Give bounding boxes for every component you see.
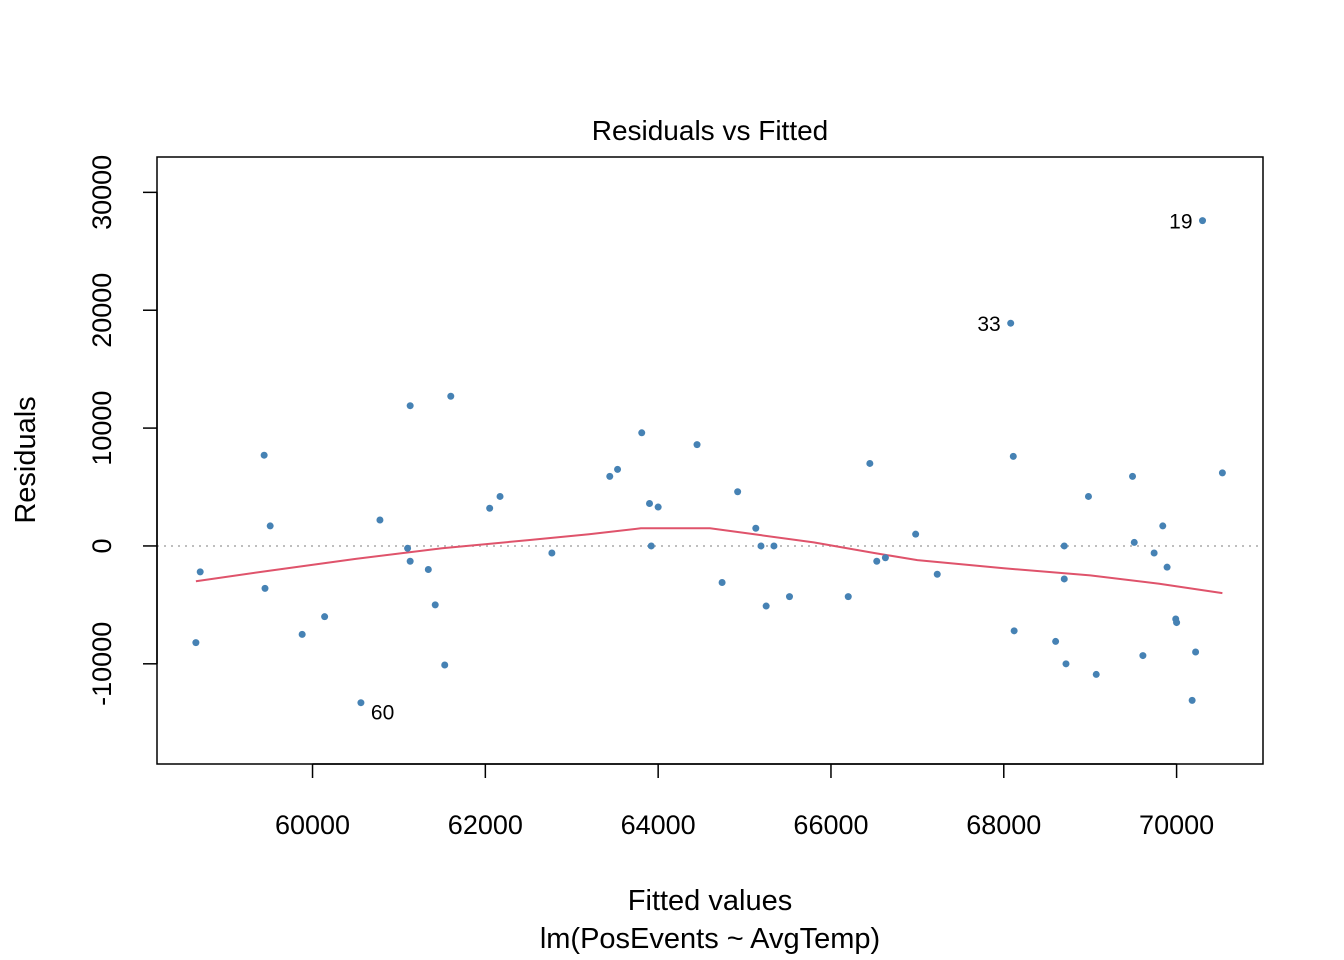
y-axis-label: Residuals	[10, 396, 42, 523]
residual-point	[933, 570, 941, 578]
smooth-line-layer	[195, 527, 1223, 595]
residual-point	[192, 639, 200, 647]
residual-point	[1129, 472, 1137, 480]
x-axis-label: Fitted values	[628, 885, 792, 917]
residual-point	[404, 544, 412, 552]
residual-point	[844, 593, 852, 601]
x-tick-label: 62000	[448, 810, 523, 840]
x-axis-subtitle: lm(PosEvents ~ AvgTemp)	[540, 923, 880, 955]
x-tick-label: 66000	[793, 810, 868, 840]
residual-point	[646, 500, 654, 508]
residual-point	[1199, 217, 1207, 225]
residual-point	[431, 601, 439, 609]
residual-point	[1150, 549, 1158, 557]
residual-point	[1159, 522, 1167, 530]
residual-point	[1007, 319, 1015, 327]
residual-point	[881, 554, 889, 562]
residual-point	[1130, 538, 1138, 546]
x-tick-label: 68000	[966, 810, 1041, 840]
residual-point	[298, 630, 306, 638]
y-axis: -10000 0 10000 20000 30000	[87, 155, 158, 706]
residual-point	[424, 566, 432, 574]
residual-points-layer	[192, 217, 1226, 707]
residual-point	[1139, 652, 1147, 660]
residual-point	[1010, 627, 1018, 635]
residual-point	[266, 522, 274, 530]
smooth-line	[195, 527, 1223, 595]
x-tick-label: 70000	[1139, 810, 1214, 840]
point-labels-layer: 19 33 60	[371, 211, 1193, 725]
residual-point	[873, 557, 881, 565]
residual-point	[654, 503, 662, 511]
point-label-33: 33	[977, 313, 1000, 336]
x-tick-label: 64000	[621, 810, 696, 840]
residual-point	[261, 584, 269, 592]
residual-point	[548, 549, 556, 557]
point-label-60: 60	[371, 702, 394, 725]
x-tick-label: 60000	[275, 810, 350, 840]
chart-title: Residuals vs Fitted	[592, 115, 829, 146]
residual-point	[321, 613, 329, 621]
residual-point	[734, 488, 742, 496]
x-axis: 60000 62000 64000 66000 68000 70000	[275, 763, 1214, 840]
residual-point	[1060, 575, 1068, 583]
y-tick-label: 30000	[87, 155, 117, 230]
residual-point	[1062, 660, 1070, 668]
residual-point	[1052, 637, 1060, 645]
residual-point	[770, 542, 778, 550]
y-tick-label: 20000	[87, 273, 117, 348]
residual-point	[1192, 648, 1200, 656]
residual-point	[1009, 452, 1017, 460]
residual-point	[1084, 492, 1092, 500]
residual-point	[762, 602, 770, 610]
residual-point	[1092, 670, 1100, 678]
residual-point	[406, 557, 414, 565]
point-label-19: 19	[1169, 211, 1192, 234]
y-tick-label: -10000	[87, 622, 117, 706]
residual-point	[693, 441, 701, 449]
residual-point	[614, 465, 622, 473]
residual-point	[1163, 563, 1171, 571]
residual-point	[1218, 469, 1226, 477]
residual-point	[752, 524, 760, 532]
residual-point	[1188, 696, 1196, 704]
y-tick-label: 10000	[87, 391, 117, 466]
residual-point	[638, 429, 646, 437]
residual-point	[606, 472, 614, 480]
residual-point	[496, 492, 504, 500]
residual-point	[866, 459, 874, 467]
residual-point	[357, 699, 365, 707]
residual-point	[1060, 542, 1068, 550]
residual-point	[785, 593, 793, 601]
residual-point	[447, 392, 455, 400]
residual-point	[912, 530, 920, 538]
residual-point	[718, 578, 726, 586]
residual-point	[196, 568, 204, 576]
residual-point	[406, 402, 414, 410]
residual-point	[757, 542, 765, 550]
y-tick-label: 0	[87, 538, 117, 553]
residual-point	[441, 661, 449, 669]
residual-point	[376, 516, 384, 524]
residual-point	[486, 504, 494, 512]
residual-point	[647, 542, 655, 550]
residual-point	[260, 451, 268, 459]
residual-point	[1173, 619, 1181, 627]
